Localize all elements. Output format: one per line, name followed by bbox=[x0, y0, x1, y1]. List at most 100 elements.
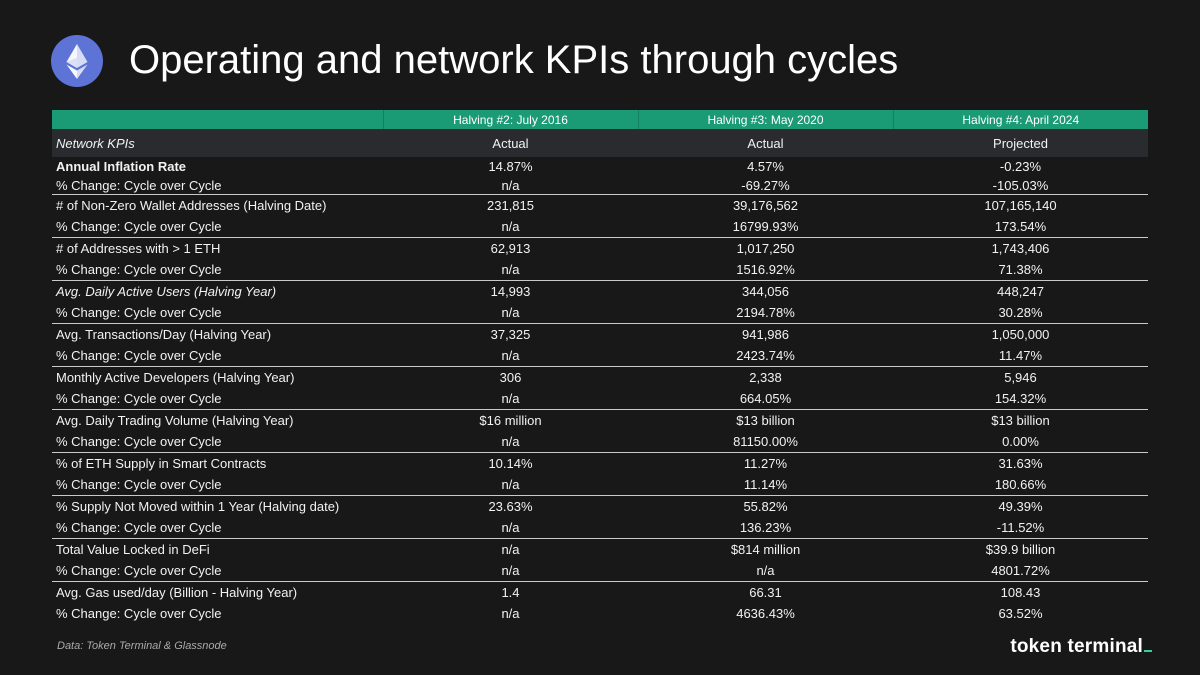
kpi-change-value: 154.32% bbox=[994, 390, 1047, 406]
kpi-change-value: 11.47% bbox=[998, 347, 1043, 363]
change-label: % Change: Cycle over Cycle bbox=[56, 390, 222, 406]
kpi-change-value: n/a bbox=[501, 218, 520, 234]
kpi-change-row: % Change: Cycle over Cycle n/a n/a 4801.72% bbox=[52, 559, 1148, 582]
kpi-value: 941,986 bbox=[638, 323, 893, 344]
kpi-change-value: n/a bbox=[501, 605, 520, 621]
kpi-row: # of Non-Zero Wallet Addresses (Halving … bbox=[52, 194, 1148, 215]
kpi-change-row: % Change: Cycle over Cycle n/a 81150.00% 0.… bbox=[52, 430, 1148, 453]
brand-name: token terminal bbox=[1010, 636, 1143, 657]
kpi-change-value: 71.38% bbox=[998, 261, 1043, 277]
kpi-change-value: 136.23% bbox=[739, 519, 792, 535]
kpi-change-value: n/a bbox=[756, 562, 775, 578]
kpi-change-value: 81150.00% bbox=[733, 433, 798, 449]
change-label: % Change: Cycle over Cycle bbox=[56, 218, 222, 234]
kpi-name: Annual Inflation Rate bbox=[56, 159, 186, 174]
kpi-value: 1,017,250 bbox=[638, 237, 893, 258]
kpi-value: 31.63% bbox=[893, 452, 1148, 473]
kpi-value: 306 bbox=[383, 366, 638, 387]
kpi-change-row: % Change: Cycle over Cycle n/a -69.27% -105… bbox=[52, 176, 1148, 195]
kpi-value: 49.39% bbox=[893, 495, 1148, 516]
change-label: % Change: Cycle over Cycle bbox=[56, 476, 222, 492]
kpi-name: Avg. Daily Active Users (Halving Year) bbox=[52, 280, 383, 301]
kpi-row: Monthly Active Developers (Halving Year)… bbox=[52, 366, 1148, 387]
kpi-value: 66.31 bbox=[638, 581, 893, 602]
kpi-value: $39.9 billion bbox=[893, 538, 1148, 559]
kpi-value: 55.82% bbox=[638, 495, 893, 516]
halving-header-row: Halving #2: July 2016 Halving #3: May 20… bbox=[52, 110, 1148, 129]
kpi-value: $814 million bbox=[638, 538, 893, 559]
kpi-value: $13 billion bbox=[893, 409, 1148, 430]
network-kpis-label: Network KPIs bbox=[52, 129, 383, 157]
kpi-change-row: % Change: Cycle over Cycle n/a 136.23% -11.… bbox=[52, 516, 1148, 539]
kpi-name: Total Value Locked in DeFi bbox=[52, 538, 383, 559]
kpi-change-value: 16799.93% bbox=[732, 218, 799, 234]
brand-cursor-mark bbox=[1144, 650, 1152, 652]
kpi-value: 1.4 bbox=[383, 581, 638, 602]
kpi-change-value: n/a bbox=[501, 390, 520, 406]
kpi-change-value: -69.27% bbox=[741, 177, 790, 193]
kpi-value: 231,815 bbox=[383, 194, 638, 215]
kpi-change-value: n/a bbox=[501, 261, 520, 277]
kpi-change-value: 4636.43% bbox=[736, 605, 795, 621]
kpi-change-value: 1516.92% bbox=[736, 261, 795, 277]
kpi-name: Monthly Active Developers (Halving Year) bbox=[52, 366, 383, 387]
kpi-change-row: % Change: Cycle over Cycle n/a 1516.92% 71.… bbox=[52, 258, 1148, 281]
kpi-name: # of Addresses with > 1 ETH bbox=[52, 237, 383, 258]
kpi-table: Halving #2: July 2016 Halving #3: May 20… bbox=[52, 110, 1148, 624]
kpi-value: 1,743,406 bbox=[893, 237, 1148, 258]
kpi-change-value: 11.14% bbox=[743, 476, 788, 492]
kpi-change-value: -105.03% bbox=[992, 177, 1049, 193]
kpi-change-value: 2423.74% bbox=[736, 347, 795, 363]
kpi-value: 39,176,562 bbox=[638, 194, 893, 215]
kpi-value: $16 million bbox=[383, 409, 638, 430]
data-source-note: Data: Token Terminal & Glassnode bbox=[57, 640, 227, 652]
brand-logo: token terminal bbox=[1010, 636, 1152, 658]
kpi-value: 23.63% bbox=[383, 495, 638, 516]
kpi-name: Avg. Transactions/Day (Halving Year) bbox=[52, 323, 383, 344]
kpi-value: -0.23% bbox=[999, 159, 1042, 174]
kpi-row: Avg. Daily Active Users (Halving Year) 14… bbox=[52, 280, 1148, 301]
kpi-value: 37,325 bbox=[383, 323, 638, 344]
kpi-change-value: -11.52% bbox=[996, 519, 1045, 535]
kpi-change-row: % Change: Cycle over Cycle n/a 4636.43% 63.… bbox=[52, 602, 1148, 624]
kpi-row: Avg. Transactions/Day (Halving Year) 37,3… bbox=[52, 323, 1148, 344]
kpi-change-value: 173.54% bbox=[994, 218, 1047, 234]
kpi-change-value: 180.66% bbox=[994, 476, 1047, 492]
kpi-change-value: n/a bbox=[501, 177, 520, 193]
kpi-name: # of Non-Zero Wallet Addresses (Halving … bbox=[52, 194, 383, 215]
page-title: Operating and network KPIs through cycle… bbox=[129, 38, 899, 82]
kpi-value: n/a bbox=[383, 538, 638, 559]
kpi-change-value: n/a bbox=[501, 304, 520, 320]
ethereum-logo-icon bbox=[51, 35, 103, 87]
kpi-change-value: 30.28% bbox=[998, 304, 1043, 320]
kpi-row: # of Addresses with > 1 ETH 62,913 1,017,2… bbox=[52, 237, 1148, 258]
header-empty-cell bbox=[52, 110, 383, 129]
kpi-change-row: % Change: Cycle over Cycle n/a 2194.78% 30.… bbox=[52, 301, 1148, 324]
change-label: % Change: Cycle over Cycle bbox=[56, 347, 222, 363]
kpi-table-body: Annual Inflation Rate 14.87% 4.57% -0.23% % … bbox=[52, 157, 1148, 624]
kpi-row: Avg. Gas used/day (Billion - Halving Yea… bbox=[52, 581, 1148, 602]
kpi-value: 62,913 bbox=[383, 237, 638, 258]
status-halving-4: Projected bbox=[893, 129, 1148, 157]
kpi-change-value: n/a bbox=[501, 347, 520, 363]
kpi-value: 14,993 bbox=[383, 280, 638, 301]
kpi-change-value: 63.52% bbox=[998, 605, 1043, 621]
kpi-value: 2,338 bbox=[638, 366, 893, 387]
kpi-change-value: n/a bbox=[501, 519, 520, 535]
kpi-change-row: % Change: Cycle over Cycle n/a 664.05% 154.… bbox=[52, 387, 1148, 410]
kpi-value: 4.57% bbox=[747, 159, 784, 174]
change-label: % Change: Cycle over Cycle bbox=[56, 261, 222, 277]
change-label: % Change: Cycle over Cycle bbox=[56, 433, 222, 449]
kpi-change-value: n/a bbox=[501, 476, 520, 492]
kpi-change-value: 0.00% bbox=[1002, 433, 1039, 449]
kpi-name: % of ETH Supply in Smart Contracts bbox=[52, 452, 383, 473]
kpi-value: 344,056 bbox=[638, 280, 893, 301]
kpi-row: Avg. Daily Trading Volume (Halving Year)… bbox=[52, 409, 1148, 430]
kpi-value: 107,165,140 bbox=[893, 194, 1148, 215]
kpi-change-value: 4801.72% bbox=[991, 562, 1050, 578]
kpi-value: 1,050,000 bbox=[893, 323, 1148, 344]
kpi-change-row: % Change: Cycle over Cycle n/a 11.14% 180.6… bbox=[52, 473, 1148, 496]
change-label: % Change: Cycle over Cycle bbox=[56, 562, 222, 578]
kpi-value: 10.14% bbox=[383, 452, 638, 473]
halving-3-header: Halving #3: May 2020 bbox=[637, 110, 893, 129]
